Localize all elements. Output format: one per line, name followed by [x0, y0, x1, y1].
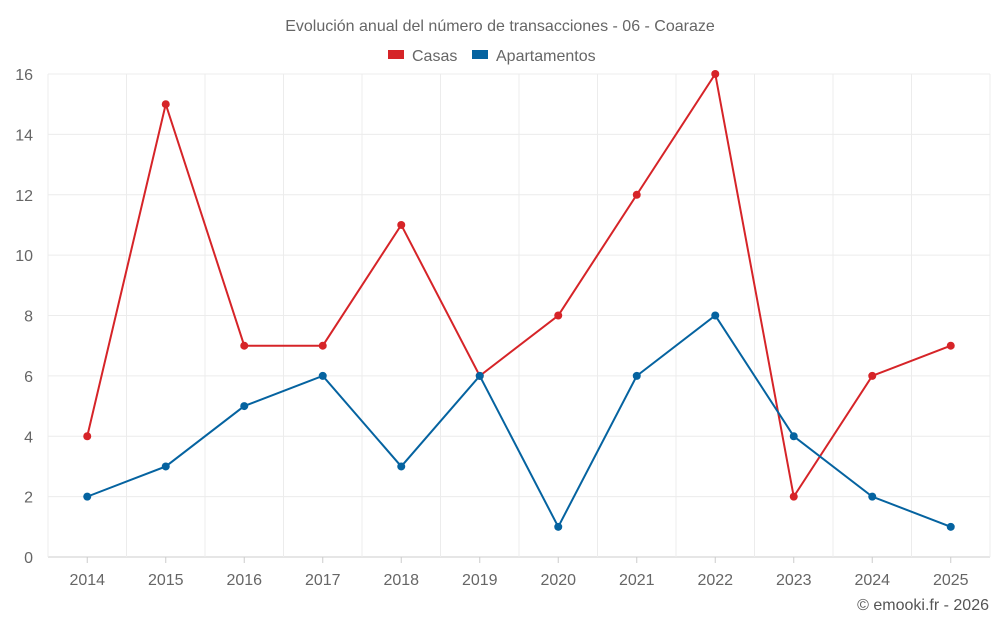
series-group — [83, 70, 955, 531]
data-point — [789, 432, 798, 441]
x-tick-label: 2021 — [619, 572, 655, 589]
data-point — [318, 341, 327, 350]
data-point — [83, 432, 92, 441]
x-tick-label: 2023 — [776, 572, 812, 589]
data-point — [554, 311, 563, 320]
data-point — [632, 371, 641, 380]
data-point — [711, 311, 720, 320]
data-point — [161, 100, 170, 109]
legend-swatch — [472, 50, 488, 59]
data-point — [83, 492, 92, 501]
grid — [47, 73, 991, 563]
y-tick-label: 12 — [15, 188, 33, 205]
legend-label: Casas — [412, 48, 457, 65]
y-tick-label: 0 — [24, 550, 33, 567]
legend-swatch — [388, 50, 404, 59]
x-tick-label: 2020 — [540, 572, 576, 589]
y-tick-label: 16 — [15, 67, 33, 84]
data-point — [397, 220, 406, 229]
y-tick-label: 6 — [24, 369, 33, 386]
chart-title: Evolución anual del número de transaccio… — [285, 18, 715, 35]
x-tick-label: 2019 — [462, 572, 498, 589]
x-axis: 2014 2015 2016 2017 2018 2019 2020 2021 2022 2023… — [69, 572, 968, 589]
x-tick-label: 2017 — [305, 572, 341, 589]
y-tick-label: 4 — [24, 429, 33, 446]
data-point — [161, 462, 170, 471]
credit: © emooki.fr - 2026 — [857, 597, 989, 614]
data-point — [868, 492, 877, 501]
data-point — [240, 402, 249, 411]
data-point — [475, 371, 484, 380]
x-tick-label: 2015 — [148, 572, 184, 589]
legend: Casas Apartamentos — [388, 48, 596, 65]
y-tick-label: 14 — [15, 127, 33, 144]
series-apartamentos — [83, 311, 955, 531]
data-point — [946, 341, 955, 350]
data-point — [868, 371, 877, 380]
x-tick-label: 2014 — [69, 572, 105, 589]
x-tick-label: 2022 — [697, 572, 733, 589]
x-tick-label: 2018 — [383, 572, 419, 589]
y-tick-label: 10 — [15, 248, 33, 265]
data-point — [632, 190, 641, 199]
data-point — [318, 371, 327, 380]
y-axis: 0 2 4 6 8 10 12 14 16 — [15, 67, 33, 567]
data-point — [789, 492, 798, 501]
series-line — [86, 314, 952, 529]
data-point — [554, 522, 563, 531]
y-tick-label: 2 — [24, 490, 33, 507]
legend-label: Apartamentos — [496, 48, 596, 65]
x-tick-label: 2016 — [226, 572, 262, 589]
y-tick-label: 8 — [24, 309, 33, 326]
x-tick-label: 2024 — [854, 572, 890, 589]
data-point — [240, 341, 249, 350]
series-line — [86, 71, 952, 500]
data-point — [397, 462, 406, 471]
data-point — [711, 70, 720, 78]
x-tick-label: 2025 — [933, 572, 969, 589]
data-point — [946, 522, 955, 531]
